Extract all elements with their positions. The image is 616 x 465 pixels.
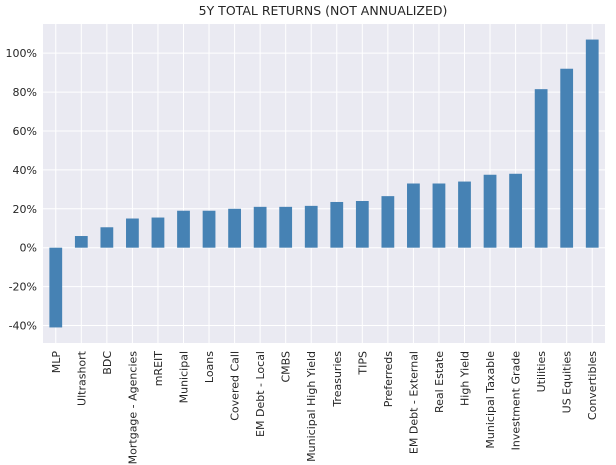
bar [509, 173, 522, 248]
x-tick-label: Mortgage - Agencies [126, 351, 139, 465]
x-tick-label: CMBS [280, 351, 293, 383]
bar [177, 210, 190, 248]
x-tick-label: Ultrashort [75, 350, 88, 406]
bar [381, 196, 395, 248]
bar [304, 205, 318, 248]
x-tick-label: Utilities [535, 351, 548, 393]
bar [253, 206, 267, 248]
bar [151, 217, 165, 248]
bar [330, 201, 344, 248]
x-tick-label: US Equities [561, 351, 574, 414]
bar [458, 181, 471, 248]
y-tick-label: 20% [13, 203, 37, 216]
bar [483, 174, 497, 248]
bar [585, 39, 599, 248]
x-tick-label: EM Debt - External [407, 351, 420, 454]
x-tick-label: Covered Call [229, 351, 242, 421]
x-tick-label: Municipal [178, 351, 191, 403]
y-tick-label: 60% [13, 125, 37, 138]
y-tick-label: 40% [13, 164, 37, 177]
bar [202, 210, 216, 248]
x-axis-tick-labels: MLP Ultrashort BDC Mortgage - Agencies mREIT… [50, 350, 599, 464]
x-tick-label: Investment Grade [510, 351, 523, 451]
bar [49, 247, 63, 328]
x-tick-label: Loans [203, 351, 216, 383]
x-tick-label: MLP [50, 351, 63, 374]
x-tick-label: Municipal High Yield [305, 351, 318, 462]
bar [534, 89, 548, 248]
x-tick-label: TIPS [356, 351, 369, 376]
x-tick-label: High Yield [459, 351, 472, 406]
y-tick-label: -20% [9, 281, 37, 294]
bar [228, 208, 241, 248]
x-tick-label: Convertibles [586, 351, 599, 420]
y-tick-label: 0% [20, 242, 37, 255]
x-tick-label: Treasuries [331, 351, 344, 408]
x-tick-label: EM Debt - Local [254, 351, 267, 437]
bar [126, 218, 139, 248]
y-tick-label: 100% [6, 47, 37, 60]
y-tick-label: -40% [9, 319, 37, 332]
bars [49, 39, 599, 328]
bar [560, 68, 574, 248]
y-tick-label: 80% [13, 86, 37, 99]
x-tick-label: Real Estate [433, 351, 446, 413]
bar [100, 227, 114, 248]
bar [279, 206, 293, 248]
bar [407, 183, 420, 248]
x-tick-label: mREIT [152, 351, 165, 387]
chart-title: 5Y TOTAL RETURNS (NOT ANNUALIZED) [199, 3, 448, 18]
x-tick-label: Municipal Taxable [484, 351, 497, 449]
bar [74, 236, 88, 248]
bar [355, 201, 369, 248]
bar [432, 183, 446, 248]
x-tick-label: Preferreds [382, 351, 395, 407]
y-axis-tick-labels: -40% -20% 0% 20% 40% 60% 80% 100% [6, 47, 37, 332]
x-tick-label: BDC [101, 351, 114, 375]
